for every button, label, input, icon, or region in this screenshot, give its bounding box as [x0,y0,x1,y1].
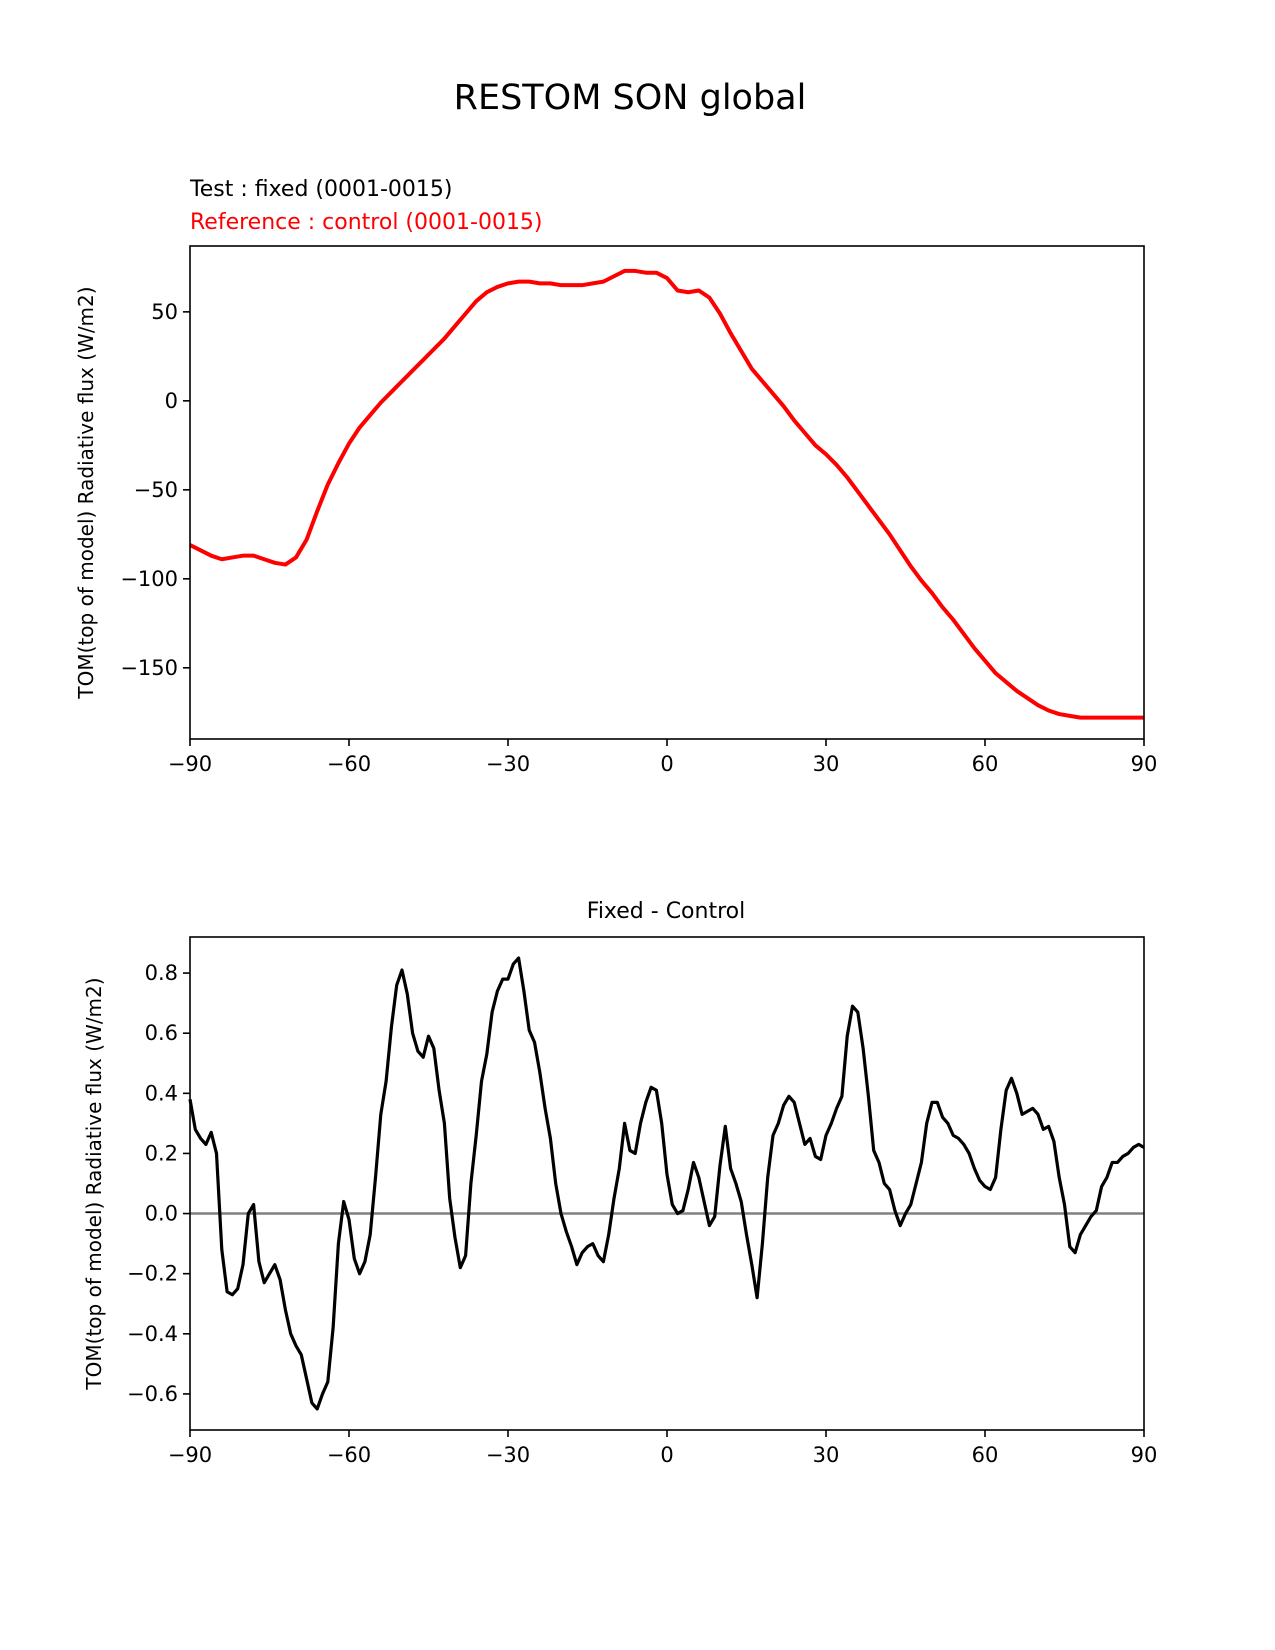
series-line-test [189,269,1144,720]
y-tick-label: 0.4 [145,1081,178,1105]
x-tick-label: 60 [972,752,999,776]
x-tick-label: 90 [1131,752,1158,776]
reference-label: Reference : control (0001-0015) [190,210,543,235]
x-tick-label: −30 [486,752,530,776]
x-tick-label: 0 [660,1443,673,1467]
axes-frame [189,245,1145,740]
y-tick-label: −0.6 [127,1382,178,1406]
x-tick-label: −30 [486,1443,530,1467]
y-tick-label: 0.0 [145,1202,178,1226]
y-tick-label: 0.8 [145,961,178,985]
figure-title: RESTOM SON global [454,78,807,118]
y-tick-label: 50 [151,300,178,324]
y-tick-label: −50 [134,478,178,502]
bottom-chart: Fixed - Control −90 −60 −30 0 30 60 90 0.8 0.6 0.… [82,899,1157,1467]
bottom-chart-title: Fixed - Control [587,899,745,924]
x-tick-label: −60 [327,752,371,776]
test-label: Test : fixed (0001-0015) [189,177,453,202]
series-line-reference [189,268,1144,720]
x-tick-label: 0 [660,752,673,776]
y-tick-label: 0.2 [145,1141,178,1165]
x-tick-label: 30 [813,752,840,776]
x-tick-label: −90 [168,1443,212,1467]
y-tick-label: −100 [120,567,178,591]
x-tick-label: 90 [1131,1443,1158,1467]
x-tick-label: 60 [972,1443,999,1467]
y-axis-label: TOM(top of model) Radiative flux (W/m2) [74,286,98,699]
top-chart: Test : fixed (0001-0015) Reference : con… [74,177,1157,776]
x-tick-label: 30 [813,1443,840,1467]
y-axis-label: TOM(top of model) Radiative flux (W/m2) [82,977,106,1390]
y-tick-label: −150 [120,656,178,680]
x-tick-label: −90 [168,752,212,776]
y-tick-label: −0.2 [127,1262,178,1286]
y-tick-label: 0 [165,389,178,413]
y-tick-label: −0.4 [127,1322,178,1346]
bottom-plot-area: −90 −60 −30 0 30 60 90 0.8 0.6 0.4 0.2 0.0 −0.2 −0.4 −… [82,936,1158,1467]
series-line-diff [188,956,1145,1411]
y-tick-label: 0.6 [145,1021,178,1045]
top-plot-area: −90 −60 −30 0 30 60 90 50 0 −50 −100 −150 TOM(top of… [74,245,1158,776]
x-tick-label: −60 [327,1443,371,1467]
